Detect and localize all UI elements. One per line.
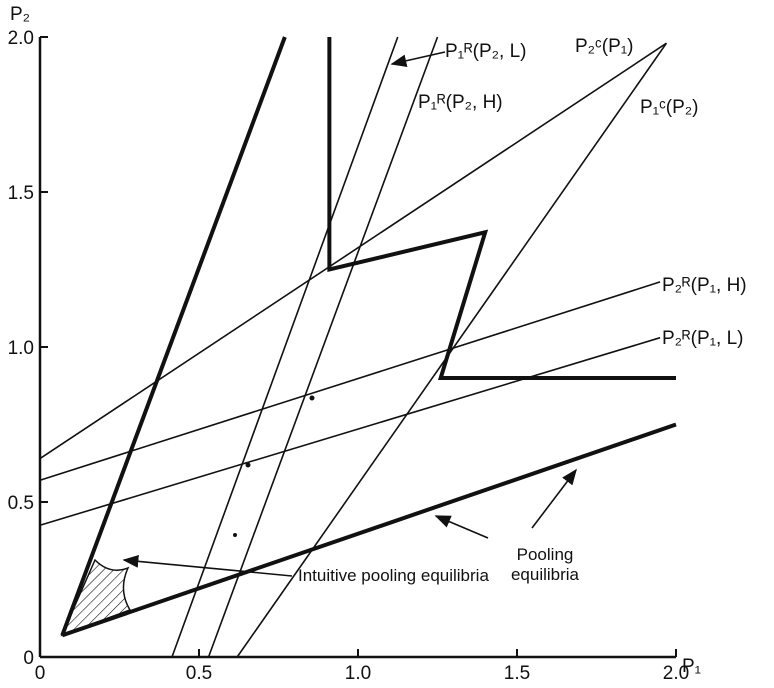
line-label: P₁ᶜ(P₂): [640, 97, 699, 118]
intuitive-arrow: [122, 554, 293, 577]
line-label: P₂ᴿ(P₁, L): [662, 328, 743, 349]
series-line: [39, 336, 661, 527]
series-line: [39, 42, 667, 460]
x-tick-label: 0.5: [186, 663, 212, 684]
y-tick-label: 0.5: [8, 493, 34, 514]
series-line: [236, 42, 668, 658]
x-tick-label: 2.0: [663, 663, 689, 684]
x-tick-label: 0: [35, 663, 46, 684]
x-axis-label: P₁: [682, 656, 701, 677]
series-line: [39, 281, 661, 482]
series-line: [327, 37, 676, 380]
line-label: P₁ᴿ(P₂, H): [418, 92, 503, 113]
y-tick-label: 0: [23, 648, 34, 669]
line-label: P₂ᶜ(P₁): [575, 36, 634, 57]
series-line: [60, 36, 287, 636]
label-arrow: [390, 51, 446, 68]
x-tick-label: 1.5: [504, 663, 530, 684]
y-tick-label: 1.0: [8, 338, 34, 359]
series-line: [171, 36, 399, 658]
line-label: P₂ᴿ(P₁, H): [662, 275, 747, 296]
pooling-arrow: [531, 468, 577, 529]
y-tick-label: 2.0: [8, 28, 34, 49]
y-tick-label: 1.5: [8, 183, 34, 204]
x-tick-label: 1.0: [345, 663, 371, 684]
annotation: Intuitive pooling equilibria: [298, 566, 489, 585]
annotation: Pooling equilibria: [510, 545, 580, 584]
pooling-arrow: [434, 515, 489, 539]
series-line: [61, 422, 677, 638]
series-line: [207, 36, 439, 658]
line-label: P₁ᴿ(P₂, L): [445, 41, 526, 62]
intersection-dots: [233, 395, 315, 537]
y-axis-label: P₂: [10, 4, 30, 25]
